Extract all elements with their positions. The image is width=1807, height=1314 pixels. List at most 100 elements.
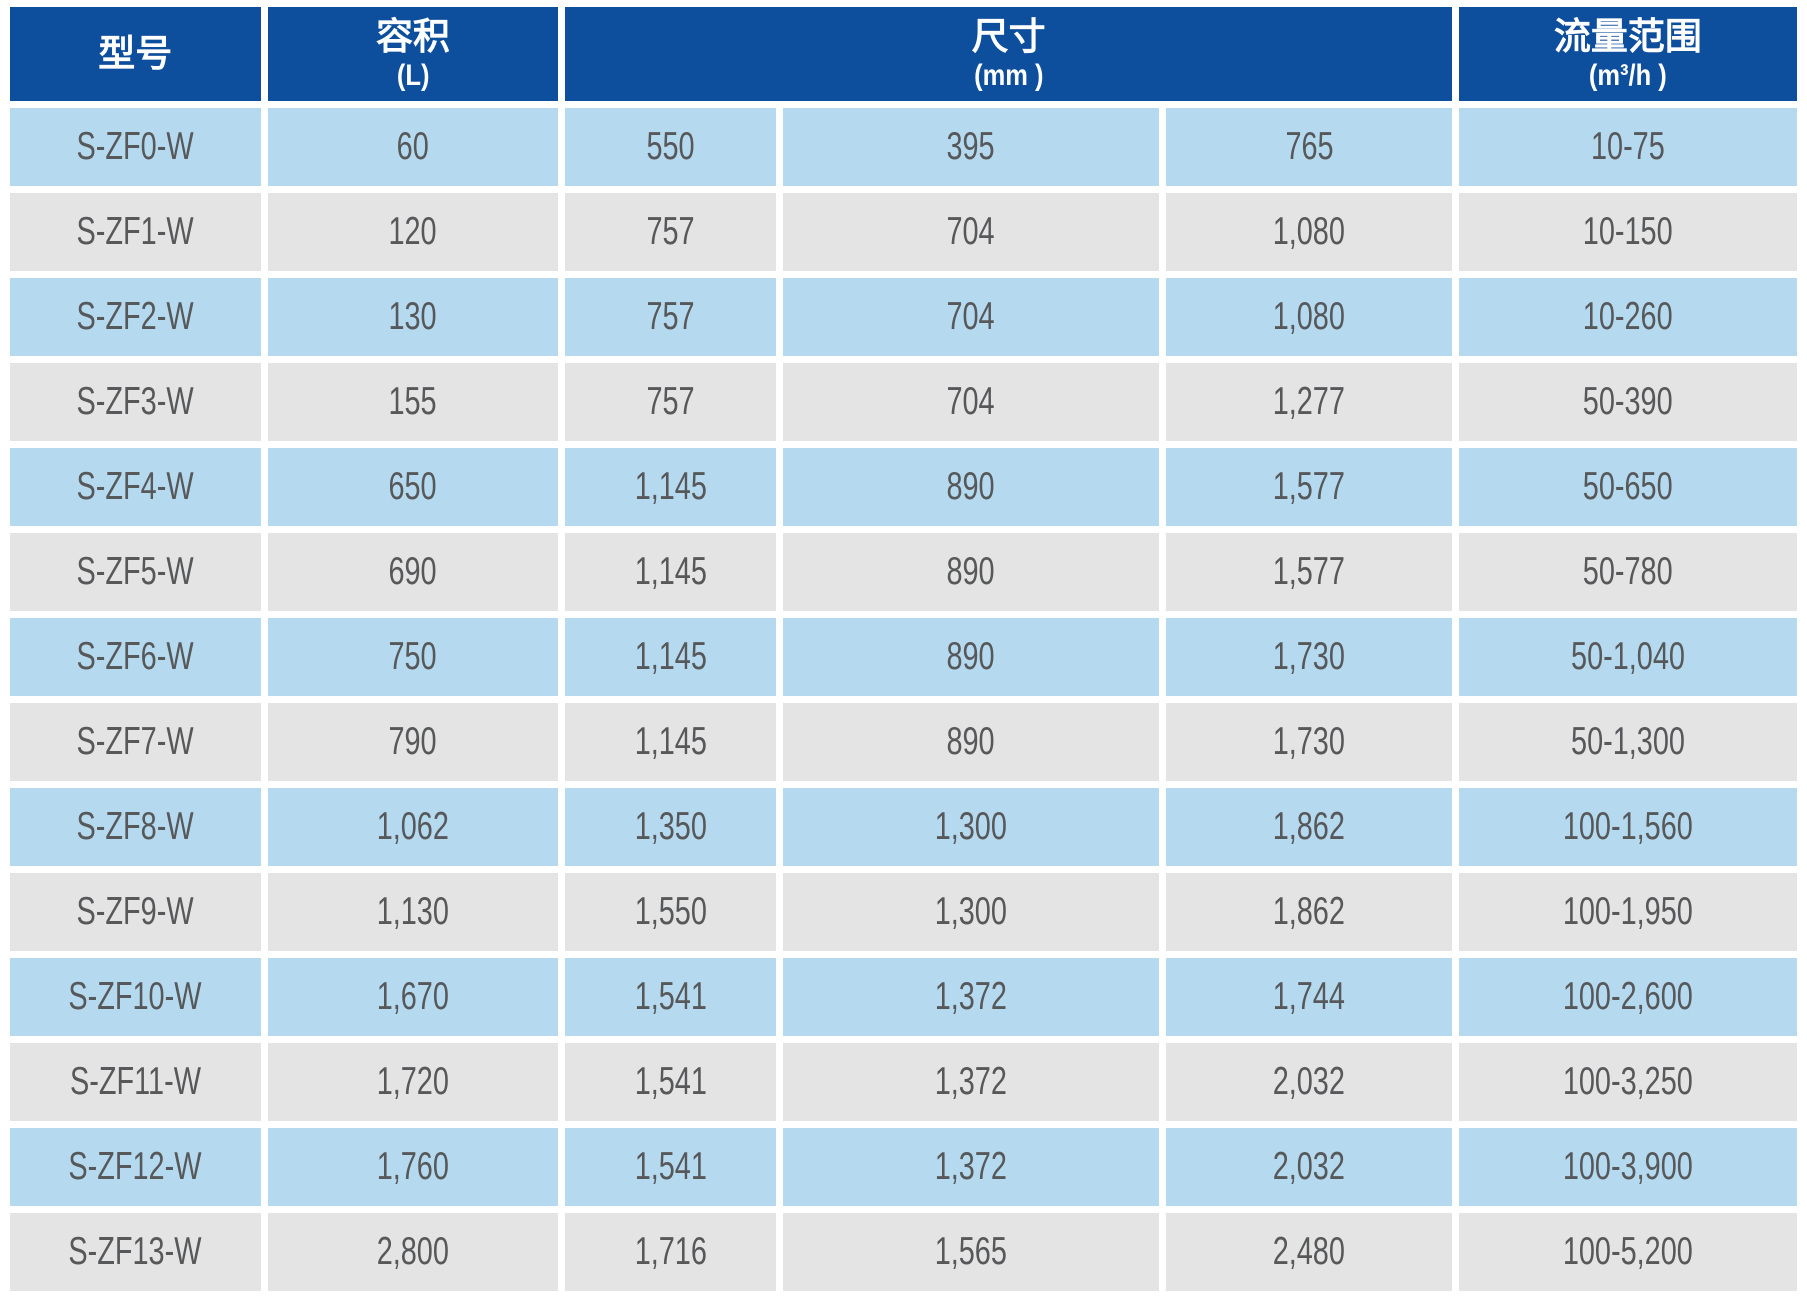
spec-table: 型号 容积 (L) 尺寸 (mm ) 流量范围 (m³/h ) S-ZF0-W 6… xyxy=(3,0,1804,1298)
cell-flow: 50-780 xyxy=(1458,533,1797,611)
cell-dim2-text: 1,300 xyxy=(934,805,1008,848)
cell-volume-text: 790 xyxy=(388,720,438,763)
cell-volume-text: 155 xyxy=(388,380,438,423)
cell-volume: 2,800 xyxy=(267,1213,559,1291)
cell-flow-text: 100-2,600 xyxy=(1562,975,1693,1018)
cell-model: S-ZF5-W xyxy=(10,533,261,611)
cell-dim3-text: 2,032 xyxy=(1272,1060,1346,1103)
header-size: 尺寸 (mm ) xyxy=(565,7,1452,101)
cell-dim2-text: 890 xyxy=(946,720,996,763)
table-row: S-ZF8-W 1,062 1,350 1,300 1,862 100-1,560 xyxy=(10,788,1797,866)
cell-volume: 650 xyxy=(267,448,559,526)
table-row: S-ZF12-W 1,760 1,541 1,372 2,032 100-3,900 xyxy=(10,1128,1797,1206)
cell-flow-text: 10-75 xyxy=(1590,125,1665,168)
cell-dim1-text: 757 xyxy=(646,380,695,423)
cell-dim3: 1,744 xyxy=(1166,958,1452,1036)
cell-dim2: 1,372 xyxy=(782,1043,1160,1121)
table-body: S-ZF0-W 60 550 395 765 10-75 S-ZF1-W 120 757 704 1… xyxy=(10,108,1797,1291)
cell-volume-text: 1,062 xyxy=(376,805,450,848)
header-flow-label: 流量范围 xyxy=(1553,15,1702,57)
cell-dim1: 1,541 xyxy=(565,1043,776,1121)
cell-dim2-text: 1,372 xyxy=(934,1145,1008,1188)
table-row: S-ZF13-W 2,800 1,716 1,565 2,480 100-5,200 xyxy=(10,1213,1797,1291)
cell-dim3-text: 2,032 xyxy=(1272,1145,1346,1188)
cell-flow-text: 100-1,950 xyxy=(1562,890,1693,933)
cell-flow: 50-390 xyxy=(1458,363,1797,441)
cell-dim2: 1,300 xyxy=(782,873,1160,951)
cell-model: S-ZF13-W xyxy=(10,1213,261,1291)
cell-model-text: S-ZF2-W xyxy=(76,295,194,338)
cell-dim1: 1,145 xyxy=(565,618,776,696)
table-row: S-ZF2-W 130 757 704 1,080 10-260 xyxy=(10,278,1797,356)
cell-volume-text: 2,800 xyxy=(376,1230,450,1273)
cell-dim3: 2,480 xyxy=(1166,1213,1452,1291)
cell-dim1-text: 1,145 xyxy=(634,720,707,763)
table-row: S-ZF0-W 60 550 395 765 10-75 xyxy=(10,108,1797,186)
header-model-label: 型号 xyxy=(98,32,173,74)
cell-dim3: 2,032 xyxy=(1166,1043,1452,1121)
cell-model-text: S-ZF10-W xyxy=(68,975,202,1018)
cell-volume-text: 1,720 xyxy=(376,1060,450,1103)
cell-model-text: S-ZF8-W xyxy=(76,805,194,848)
cell-volume: 60 xyxy=(267,108,559,186)
cell-dim3: 1,862 xyxy=(1166,873,1452,951)
cell-volume-text: 130 xyxy=(388,295,438,338)
cell-flow-text: 100-3,900 xyxy=(1562,1145,1693,1188)
cell-flow: 100-2,600 xyxy=(1458,958,1797,1036)
cell-dim1: 1,145 xyxy=(565,703,776,781)
header-flow-unit: (m³/h ) xyxy=(1588,58,1667,92)
cell-dim2: 1,372 xyxy=(782,1128,1160,1206)
cell-dim2-text: 890 xyxy=(946,635,996,678)
cell-flow: 10-260 xyxy=(1458,278,1797,356)
cell-dim1: 1,550 xyxy=(565,873,776,951)
cell-model-text: S-ZF11-W xyxy=(69,1060,201,1103)
cell-volume: 690 xyxy=(267,533,559,611)
cell-volume: 790 xyxy=(267,703,559,781)
cell-model-text: S-ZF13-W xyxy=(68,1230,202,1273)
cell-dim2: 890 xyxy=(782,703,1160,781)
cell-volume: 130 xyxy=(267,278,559,356)
table-header: 型号 容积 (L) 尺寸 (mm ) 流量范围 (m³/h ) xyxy=(10,7,1797,101)
cell-dim2: 890 xyxy=(782,448,1160,526)
cell-dim3-text: 1,730 xyxy=(1272,635,1346,678)
cell-dim2-text: 1,372 xyxy=(934,1060,1008,1103)
cell-model: S-ZF8-W xyxy=(10,788,261,866)
cell-flow-text: 100-3,250 xyxy=(1562,1060,1693,1103)
cell-dim1-text: 1,145 xyxy=(634,635,707,678)
cell-dim2: 704 xyxy=(782,363,1160,441)
cell-volume-text: 750 xyxy=(388,635,438,678)
cell-volume: 750 xyxy=(267,618,559,696)
cell-dim3-text: 1,744 xyxy=(1272,975,1346,1018)
cell-dim1: 1,541 xyxy=(565,958,776,1036)
cell-flow: 10-150 xyxy=(1458,193,1797,271)
cell-dim1: 550 xyxy=(565,108,776,186)
cell-dim2: 704 xyxy=(782,278,1160,356)
cell-flow-text: 100-1,560 xyxy=(1562,805,1693,848)
cell-flow-text: 50-390 xyxy=(1582,380,1673,423)
cell-model: S-ZF1-W xyxy=(10,193,261,271)
cell-volume-text: 1,670 xyxy=(376,975,450,1018)
cell-dim1-text: 550 xyxy=(646,125,695,168)
header-flow: 流量范围 (m³/h ) xyxy=(1458,7,1797,101)
cell-model: S-ZF4-W xyxy=(10,448,261,526)
cell-model: S-ZF7-W xyxy=(10,703,261,781)
cell-flow-text: 50-650 xyxy=(1582,465,1673,508)
cell-flow: 100-3,250 xyxy=(1458,1043,1797,1121)
cell-dim3-text: 2,480 xyxy=(1272,1230,1346,1273)
cell-dim3-text: 765 xyxy=(1284,125,1334,168)
cell-dim3: 1,577 xyxy=(1166,448,1452,526)
cell-dim1-text: 1,350 xyxy=(634,805,707,848)
cell-model: S-ZF10-W xyxy=(10,958,261,1036)
cell-flow-text: 10-150 xyxy=(1582,210,1673,253)
cell-model-text: S-ZF9-W xyxy=(76,890,194,933)
cell-model-text: S-ZF7-W xyxy=(76,720,194,763)
cell-dim1: 1,145 xyxy=(565,448,776,526)
table-row: S-ZF10-W 1,670 1,541 1,372 1,744 100-2,600 xyxy=(10,958,1797,1036)
table-row: S-ZF9-W 1,130 1,550 1,300 1,862 100-1,950 xyxy=(10,873,1797,951)
cell-dim2-text: 1,372 xyxy=(934,975,1008,1018)
cell-volume: 1,720 xyxy=(267,1043,559,1121)
cell-model-text: S-ZF5-W xyxy=(76,550,194,593)
cell-model: S-ZF9-W xyxy=(10,873,261,951)
cell-dim1-text: 1,145 xyxy=(634,465,707,508)
cell-flow-text: 50-1,040 xyxy=(1570,635,1685,678)
